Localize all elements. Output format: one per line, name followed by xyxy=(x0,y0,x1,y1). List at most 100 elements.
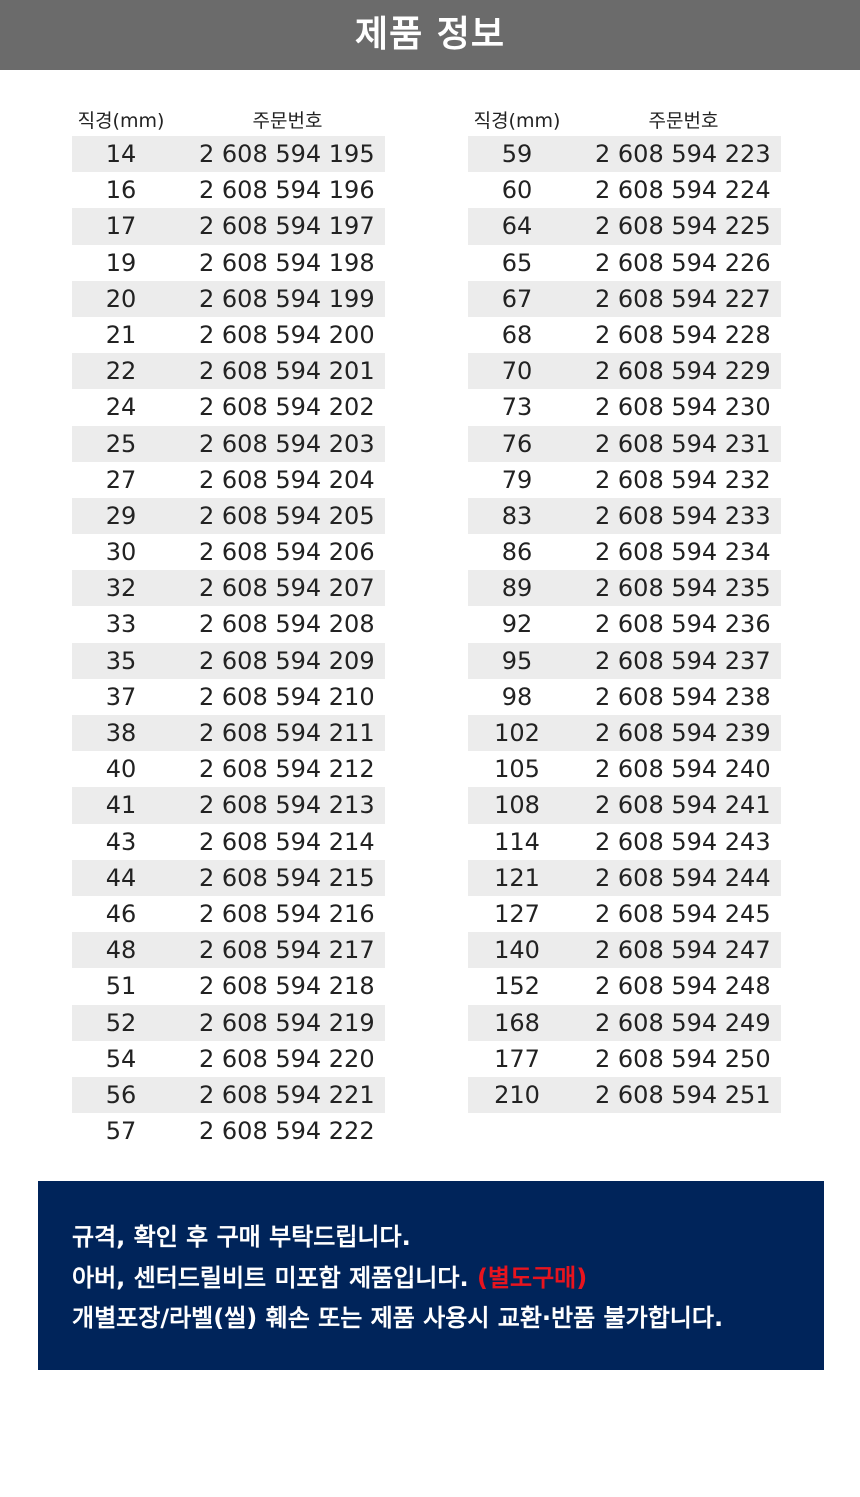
diameter-cell: 127 xyxy=(494,899,540,928)
order-number-cell: 2 608 594 228 xyxy=(595,320,771,349)
column-header-size: 직경(mm) xyxy=(77,110,165,132)
table-row: 27 2 608 594 204 xyxy=(72,462,385,498)
diameter-cell: 19 xyxy=(105,248,137,277)
diameter-cell: 60 xyxy=(501,176,533,205)
table-row: 92 2 608 594 236 xyxy=(468,606,781,642)
table-row: 54 2 608 594 220 xyxy=(72,1041,385,1077)
diameter-cell: 114 xyxy=(494,827,540,856)
table-header: 직경(mm) 주문번호 xyxy=(72,100,385,136)
diameter-cell: 33 xyxy=(105,610,137,639)
table-row: 14 2 608 594 195 xyxy=(72,136,385,173)
diameter-cell: 76 xyxy=(501,429,533,458)
diameter-cell: 54 xyxy=(105,1044,137,1073)
order-number-cell: 2 608 594 240 xyxy=(595,755,771,784)
diameter-cell: 70 xyxy=(501,357,533,386)
diameter-cell: 44 xyxy=(105,863,137,892)
order-number-cell: 2 608 594 222 xyxy=(199,1117,375,1146)
diameter-cell: 16 xyxy=(105,176,137,205)
column-header-order-number: 주문번호 xyxy=(252,110,323,132)
diameter-cell: 105 xyxy=(494,755,540,784)
order-number-cell: 2 608 594 248 xyxy=(595,972,771,1001)
diameter-cell: 73 xyxy=(501,393,533,422)
order-number-cell: 2 608 594 227 xyxy=(595,284,771,313)
diameter-cell: 92 xyxy=(501,610,533,639)
order-number-cell: 2 608 594 215 xyxy=(199,863,375,892)
table-row: 210 2 608 594 251 xyxy=(468,1076,781,1114)
diameter-cell: 95 xyxy=(501,646,533,675)
diameter-cell: 17 xyxy=(105,212,137,241)
diameter-cell: 24 xyxy=(105,393,137,422)
column-header-size: 직경(mm) xyxy=(473,110,561,132)
notice-highlight: (별도구매) xyxy=(476,1264,588,1292)
order-number-cell: 2 608 594 218 xyxy=(199,972,375,1001)
notice-box: 규격, 확인 후 구매 부탁드립니다. 아버, 센터드릴비트 미포함 제품입니다… xyxy=(38,1181,824,1370)
diameter-cell: 108 xyxy=(494,791,540,820)
notice-line-1: 규격, 확인 후 구매 부탁드립니다. xyxy=(72,1223,411,1251)
diameter-cell: 40 xyxy=(105,755,137,784)
table-row: 56 2 608 594 221 xyxy=(72,1076,385,1114)
order-number-cell: 2 608 594 216 xyxy=(199,899,375,928)
table-row: 20 2 608 594 199 xyxy=(72,280,385,317)
table-row: 73 2 608 594 230 xyxy=(468,389,781,425)
table-row: 105 2 608 594 240 xyxy=(468,751,781,787)
table-row: 64 2 608 594 225 xyxy=(468,208,781,245)
table-row: 38 2 608 594 211 xyxy=(72,715,385,752)
diameter-cell: 35 xyxy=(105,646,137,675)
diameter-cell: 41 xyxy=(105,791,137,820)
order-number-cell: 2 608 594 208 xyxy=(199,610,375,639)
table-row: 152 2 608 594 248 xyxy=(468,968,781,1004)
order-number-cell: 2 608 594 202 xyxy=(199,393,375,422)
table-row: 43 2 608 594 214 xyxy=(72,824,385,860)
order-number-cell: 2 608 594 198 xyxy=(199,248,375,277)
table-row: 86 2 608 594 234 xyxy=(468,534,781,570)
table-row: 108 2 608 594 241 xyxy=(468,787,781,824)
order-number-cell: 2 608 594 232 xyxy=(595,465,771,494)
order-number-cell: 2 608 594 231 xyxy=(595,429,771,458)
order-number-cell: 2 608 594 243 xyxy=(595,827,771,856)
table-row: 68 2 608 594 228 xyxy=(468,317,781,353)
table-row: 60 2 608 594 224 xyxy=(468,172,781,208)
diameter-cell: 38 xyxy=(105,719,137,747)
table-row: 127 2 608 594 245 xyxy=(468,896,781,932)
order-number-cell: 2 608 594 230 xyxy=(595,393,771,422)
order-number-cell: 2 608 594 247 xyxy=(595,936,771,965)
diameter-cell: 86 xyxy=(501,538,533,567)
order-number-cell: 2 608 594 195 xyxy=(199,140,375,168)
table-row: 83 2 608 594 233 xyxy=(468,497,781,535)
table-row: 33 2 608 594 208 xyxy=(72,606,385,642)
diameter-cell: 121 xyxy=(494,863,540,892)
table-row: 177 2 608 594 250 xyxy=(468,1041,781,1077)
order-number-cell: 2 608 594 199 xyxy=(199,284,375,313)
diameter-cell: 32 xyxy=(105,574,137,603)
table-row: 59 2 608 594 223 xyxy=(468,136,781,173)
diameter-cell: 52 xyxy=(105,1008,137,1037)
table-row: 121 2 608 594 244 xyxy=(468,859,781,896)
diameter-cell: 14 xyxy=(105,140,137,168)
table-row: 24 2 608 594 202 xyxy=(72,389,385,425)
notice-line-2-text: 아버, 센터드릴비트 미포함 제품입니다. xyxy=(72,1264,469,1292)
column-header-order-number: 주문번호 xyxy=(648,110,719,132)
order-number-cell: 2 608 594 223 xyxy=(595,140,771,168)
order-number-cell: 2 608 594 210 xyxy=(199,682,375,711)
diameter-cell: 25 xyxy=(105,429,137,458)
diameter-cell: 67 xyxy=(501,284,533,313)
table-row: 37 2 608 594 210 xyxy=(72,679,385,715)
table-row: 95 2 608 594 237 xyxy=(468,642,781,679)
order-number-cell: 2 608 594 217 xyxy=(199,936,375,965)
order-number-cell: 2 608 594 250 xyxy=(595,1044,771,1073)
order-number-cell: 2 608 594 206 xyxy=(199,538,375,567)
diameter-cell: 20 xyxy=(105,284,137,313)
table-row: 29 2 608 594 205 xyxy=(72,497,385,535)
table-row: 46 2 608 594 216 xyxy=(72,896,385,932)
order-number-cell: 2 608 594 244 xyxy=(595,863,771,892)
diameter-cell: 98 xyxy=(501,682,533,711)
diameter-cell: 27 xyxy=(105,465,137,494)
order-number-cell: 2 608 594 224 xyxy=(595,176,771,205)
diameter-cell: 21 xyxy=(105,320,137,349)
diameter-cell: 68 xyxy=(501,320,533,349)
order-number-cell: 2 608 594 212 xyxy=(199,755,375,784)
diameter-cell: 102 xyxy=(494,719,540,747)
table-row: 76 2 608 594 231 xyxy=(468,425,781,462)
diameter-cell: 65 xyxy=(501,248,533,277)
order-number-cell: 2 608 594 200 xyxy=(199,320,375,349)
